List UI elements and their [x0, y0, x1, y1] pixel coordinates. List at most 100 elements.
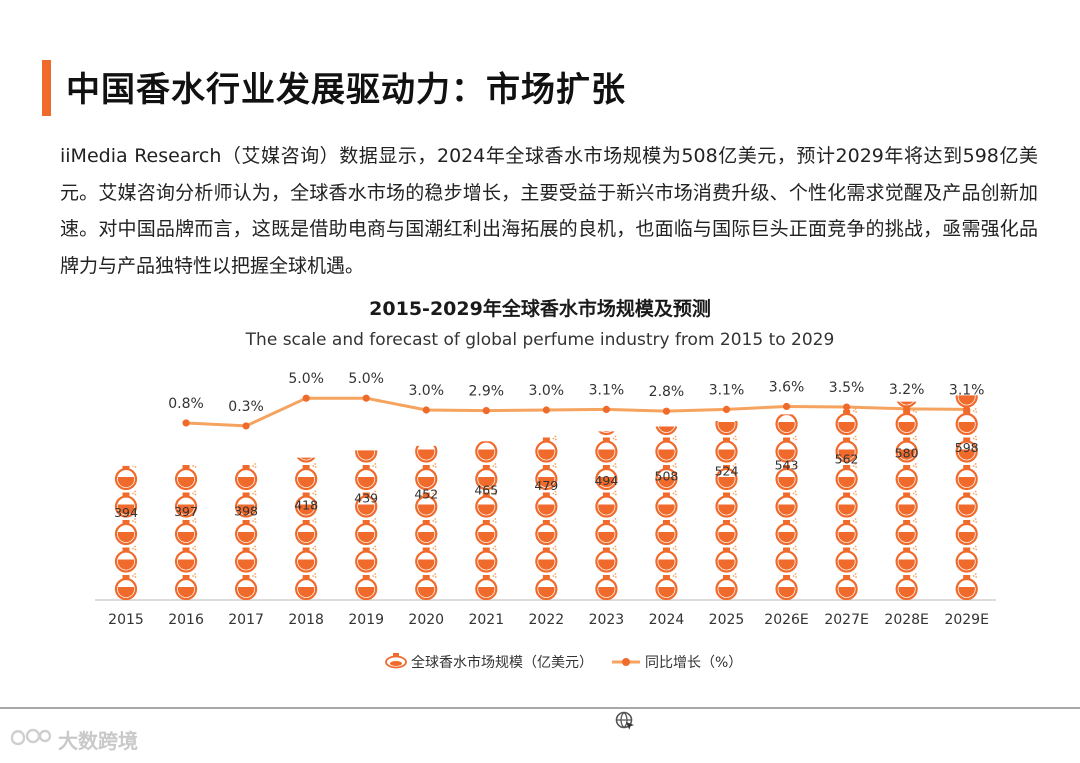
bar-value-label: 598 — [955, 440, 979, 455]
bar-2027E — [837, 381, 857, 599]
bar-icon — [596, 491, 616, 517]
growth-value-label: 3.2% — [889, 382, 925, 398]
bar-icon — [656, 546, 676, 572]
bar-icon — [717, 491, 737, 517]
x-tick-label: 2025 — [709, 612, 745, 628]
growth-point-2020 — [422, 406, 430, 414]
bar-icon — [957, 463, 977, 489]
bar-value-label: 524 — [715, 464, 739, 479]
bar-icon — [296, 463, 316, 489]
bar-2022 — [536, 436, 556, 599]
bar-icon — [236, 546, 256, 572]
x-tick-label: 2024 — [649, 612, 685, 628]
bar-2021 — [476, 436, 496, 599]
bar-value-label: 494 — [594, 473, 618, 488]
bar-icon — [116, 573, 136, 599]
growth-value-label: 3.1% — [949, 382, 985, 398]
bar-2026E — [777, 408, 797, 599]
growth-point-2023 — [602, 405, 611, 414]
watermark-logo-icon — [10, 728, 52, 746]
bar-value-label: 465 — [474, 482, 498, 497]
bar-icon — [957, 546, 977, 572]
x-tick-label: 2028E — [884, 612, 928, 628]
bar-icon — [536, 518, 556, 544]
bar-icon-partial — [777, 408, 797, 434]
bar-value-label: 508 — [655, 469, 679, 484]
growth-point-2025 — [722, 405, 731, 414]
legend-label: 同比增长（%） — [645, 655, 742, 671]
x-tick-label: 2018 — [288, 612, 324, 628]
growth-point-2021 — [482, 406, 490, 415]
bar-2019 — [356, 436, 376, 599]
bar-icon — [536, 546, 556, 572]
bar-value-label: 418 — [294, 497, 318, 512]
bar-value-label: 397 — [174, 504, 198, 519]
bar-icon — [837, 408, 857, 434]
bar-icon — [897, 491, 917, 517]
bar-icon — [116, 518, 136, 544]
bar-icon — [416, 573, 436, 599]
bar-icon — [356, 546, 376, 572]
bar-icon — [296, 518, 316, 544]
growth-value-label: 5.0% — [288, 371, 324, 387]
bar-icon — [777, 546, 797, 572]
bar-icon — [897, 518, 917, 544]
growth-point-2016 — [182, 419, 190, 427]
perfume-market-chart: 2015 2016 2017 2018 2019 2020 2021 2022 2023 2024… — [95, 371, 996, 671]
footer-divider — [0, 707, 1080, 709]
bar-icon — [476, 546, 496, 572]
bar-icon — [717, 573, 737, 599]
bar-icon — [656, 573, 676, 599]
bar-icon-partial — [356, 436, 376, 462]
chart-subtitle: The scale and forecast of global perfume… — [245, 330, 835, 350]
intro-paragraph: iiMedia Research（艾媒咨询）数据显示，2024年全球香水市场规模… — [60, 145, 1038, 277]
bar-icon — [236, 463, 256, 489]
bar-icon — [416, 463, 436, 489]
legend-label: 全球香水市场规模（亿美元） — [411, 654, 593, 671]
bar-icon-partial — [416, 436, 436, 462]
bar-icon — [356, 573, 376, 599]
growth-value-label: 0.8% — [168, 396, 204, 412]
bar-icon — [416, 546, 436, 572]
bar-value-label: 394 — [114, 505, 138, 520]
legend-item-growth: 同比增长（%） — [612, 655, 742, 671]
growth-line — [185, 396, 967, 428]
bar-2023 — [596, 408, 616, 599]
bar-value-label: 543 — [775, 458, 799, 473]
title-accent-bar — [42, 60, 51, 116]
bar-icon — [596, 436, 616, 462]
growth-value-label: 3.1% — [589, 382, 625, 398]
growth-value-label: 5.0% — [348, 371, 384, 387]
chart-title: 2015-2029年全球香水市场规模及预测 — [369, 298, 711, 320]
bar-value-label: 398 — [234, 504, 258, 519]
x-tick-label: 2023 — [589, 612, 625, 628]
bar-icon — [777, 518, 797, 544]
bar-icon — [476, 518, 496, 544]
bar-icon — [536, 491, 556, 517]
bar-icon-partial — [476, 436, 496, 462]
x-tick-label: 2026E — [764, 612, 808, 628]
bar-icon — [596, 573, 616, 599]
bar-icon — [296, 573, 316, 599]
bar-icon — [356, 463, 376, 489]
bar-icon — [717, 546, 737, 572]
bar-icon — [837, 546, 857, 572]
x-tick-label: 2022 — [529, 612, 565, 628]
x-tick-label: 2019 — [348, 612, 384, 628]
growth-value-label: 3.6% — [769, 379, 805, 395]
bar-2017 — [236, 463, 256, 599]
bar-icon — [536, 573, 556, 599]
bar-value-label: 562 — [835, 451, 859, 466]
bar-2015 — [116, 463, 136, 599]
growth-point-2027E — [843, 403, 851, 411]
x-tick-label: 2017 — [228, 612, 264, 628]
bar-icon — [897, 546, 917, 572]
growth-point-2024 — [662, 407, 671, 415]
bar-icon — [837, 491, 857, 517]
bar-icon — [957, 573, 977, 599]
bar-icon — [656, 491, 676, 517]
watermark: 大数跨境 — [8, 724, 138, 754]
bar-icon-partial — [296, 436, 316, 462]
bar-icon — [116, 546, 136, 572]
bar-2025 — [717, 408, 737, 599]
